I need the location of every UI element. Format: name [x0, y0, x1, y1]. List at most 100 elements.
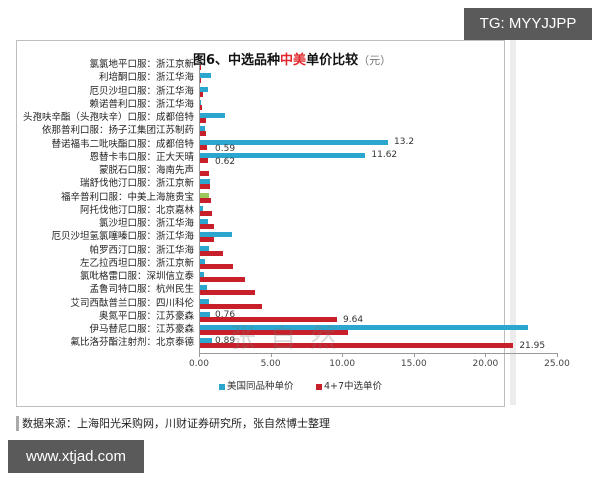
x-tick-label: 0.00	[188, 359, 210, 369]
bar-us-price	[199, 325, 529, 330]
bar-4plus7-price	[199, 157, 208, 163]
legend-label-red: 4+7中选单价	[324, 381, 383, 392]
bar-4plus7-price	[199, 237, 215, 243]
category-label: 孟鲁司特口服：杭州民生	[89, 284, 194, 296]
x-axis	[199, 353, 557, 354]
category-label: 瑞舒伐他汀口服：浙江京新	[79, 178, 194, 190]
data-value-label: 21.95	[519, 341, 546, 352]
data-value-label: 0.59	[215, 143, 236, 154]
category-label: 厄贝沙坦氢氯噻嗪口服：浙江华海	[51, 231, 194, 243]
bar-4plus7-price	[199, 210, 213, 216]
watermark: 张自然	[230, 324, 351, 354]
bar-us-price	[199, 285, 207, 291]
data-value-label: 9.64	[343, 314, 364, 325]
category-label: 氯吡格雷口服：深圳信立泰	[79, 271, 194, 282]
page-scroll-strip	[510, 40, 516, 405]
x-tick	[557, 353, 558, 357]
bar-us-price	[199, 139, 389, 145]
legend-swatch-red	[316, 383, 322, 390]
category-label: 厄贝沙坦口服：浙江华海	[89, 85, 194, 97]
bar-us-price	[199, 99, 201, 105]
bar-us-price	[199, 232, 232, 238]
category-label: 替诺福韦二吡呋酯口服：成都倍特	[51, 138, 194, 150]
category-label: 恩替卡韦口服：正大天晴	[89, 151, 194, 163]
tg-badge: TG: MYYJJPP	[464, 8, 592, 40]
bar-4plus7-price	[199, 303, 262, 309]
x-tick-label: 10.00	[329, 359, 356, 369]
category-label: 奥氮平口服：江苏豪森	[98, 310, 194, 322]
bar-4plus7-price	[199, 343, 514, 349]
category-label: 艾司西酞普兰口服：四川科伦	[70, 297, 194, 309]
bar-us-price	[199, 192, 210, 198]
category-label: 左乙拉西坦口服：浙江京新	[79, 257, 194, 269]
data-value-label: 0.89	[215, 336, 236, 347]
legend-item-4plus7-price: 4+7中选单价	[316, 378, 382, 392]
category-label: 阿托伐他汀口服：北京嘉林	[79, 204, 194, 216]
x-tick	[413, 353, 415, 357]
legend-swatch-blue	[219, 383, 225, 390]
category-label: 蒙脱石口服：海南先声	[98, 165, 194, 176]
bar-4plus7-price	[199, 144, 208, 150]
title-prefix: 图6、中选品种	[193, 53, 281, 68]
bar-us-price	[199, 338, 212, 344]
bar-4plus7-price	[199, 118, 206, 123]
title-unit: （元）	[358, 54, 392, 67]
chart-title: 图6、中选品种中美单价比较（元）	[193, 49, 391, 68]
x-tick	[485, 353, 487, 357]
bar-4plus7-price	[199, 224, 214, 229]
category-label: 氯沙坦口服：浙江华海	[98, 218, 194, 229]
x-tick-label: 15.00	[400, 359, 427, 369]
category-label: 赖诺普利口服：浙江华海	[89, 98, 194, 110]
x-tick	[270, 353, 272, 357]
bar-4plus7-price	[199, 91, 203, 97]
bar-us-price	[199, 272, 204, 277]
title-suffix: 单价比较	[306, 53, 359, 68]
x-tick-label: 20.00	[472, 359, 499, 369]
bar-4plus7-price	[199, 277, 245, 282]
bar-4plus7-price	[199, 290, 255, 296]
bar-us-price	[199, 126, 205, 132]
bar-4plus7-price	[199, 250, 223, 256]
category-label: 依那普利口服：扬子江集团江苏制药	[41, 125, 194, 137]
bar-us-price	[199, 245, 210, 251]
category-label: 伊马替尼口服：江苏豪森	[89, 324, 194, 335]
bar-4plus7-price	[199, 78, 202, 84]
bar-us-price	[199, 152, 366, 158]
site-badge: www.xtjad.com	[8, 440, 144, 473]
bar-us-price	[199, 113, 226, 118]
bar-4plus7-price	[199, 131, 207, 137]
bar-4plus7-price	[199, 197, 211, 203]
bar-us-price	[199, 205, 204, 211]
bar-us-price	[199, 179, 210, 185]
bar-4plus7-price	[199, 171, 209, 176]
x-tick-label: 5.00	[260, 359, 281, 369]
data-value-label: 11.62	[371, 149, 398, 160]
x-tick	[342, 353, 344, 357]
title-highlight: 中美	[280, 53, 307, 68]
bar-us-price	[199, 311, 210, 317]
bar-us-price	[199, 298, 210, 304]
data-value-label: 13.2	[394, 136, 415, 147]
category-label: 利培酮口服：浙江华海	[98, 72, 194, 84]
bar-us-price	[199, 219, 208, 224]
y-axis	[199, 65, 200, 354]
category-label: 福辛普利口服：中美上海施贵宝	[60, 191, 194, 203]
x-tick	[199, 353, 200, 357]
bar-4plus7-price	[199, 330, 348, 335]
bar-us-price	[199, 258, 205, 264]
bar-us-price	[199, 73, 212, 79]
bar-4plus7-price	[199, 316, 338, 322]
legend-item-us-price: 美国同品种单价	[219, 378, 294, 392]
data-value-label: 0.62	[215, 156, 236, 167]
source-note: 数据来源：上海阳光采购网，川财证券研究所，张自然博士整理	[16, 416, 330, 431]
legend-label-blue: 美国同品种单价	[227, 381, 294, 392]
category-label: 帕罗西汀口服：浙江华海	[89, 244, 194, 256]
bar-4plus7-price	[199, 184, 210, 190]
bar-4plus7-price	[199, 263, 234, 269]
x-tick-label: 25.00	[544, 359, 570, 369]
category-label: 氯氯地平口服：浙江京新	[89, 59, 194, 70]
bar-us-price	[199, 86, 208, 92]
bar-4plus7-price	[199, 65, 201, 70]
category-label: 氟比洛芬酯注射剂：北京泰德	[70, 337, 194, 349]
data-value-label: 0.76	[215, 309, 236, 320]
